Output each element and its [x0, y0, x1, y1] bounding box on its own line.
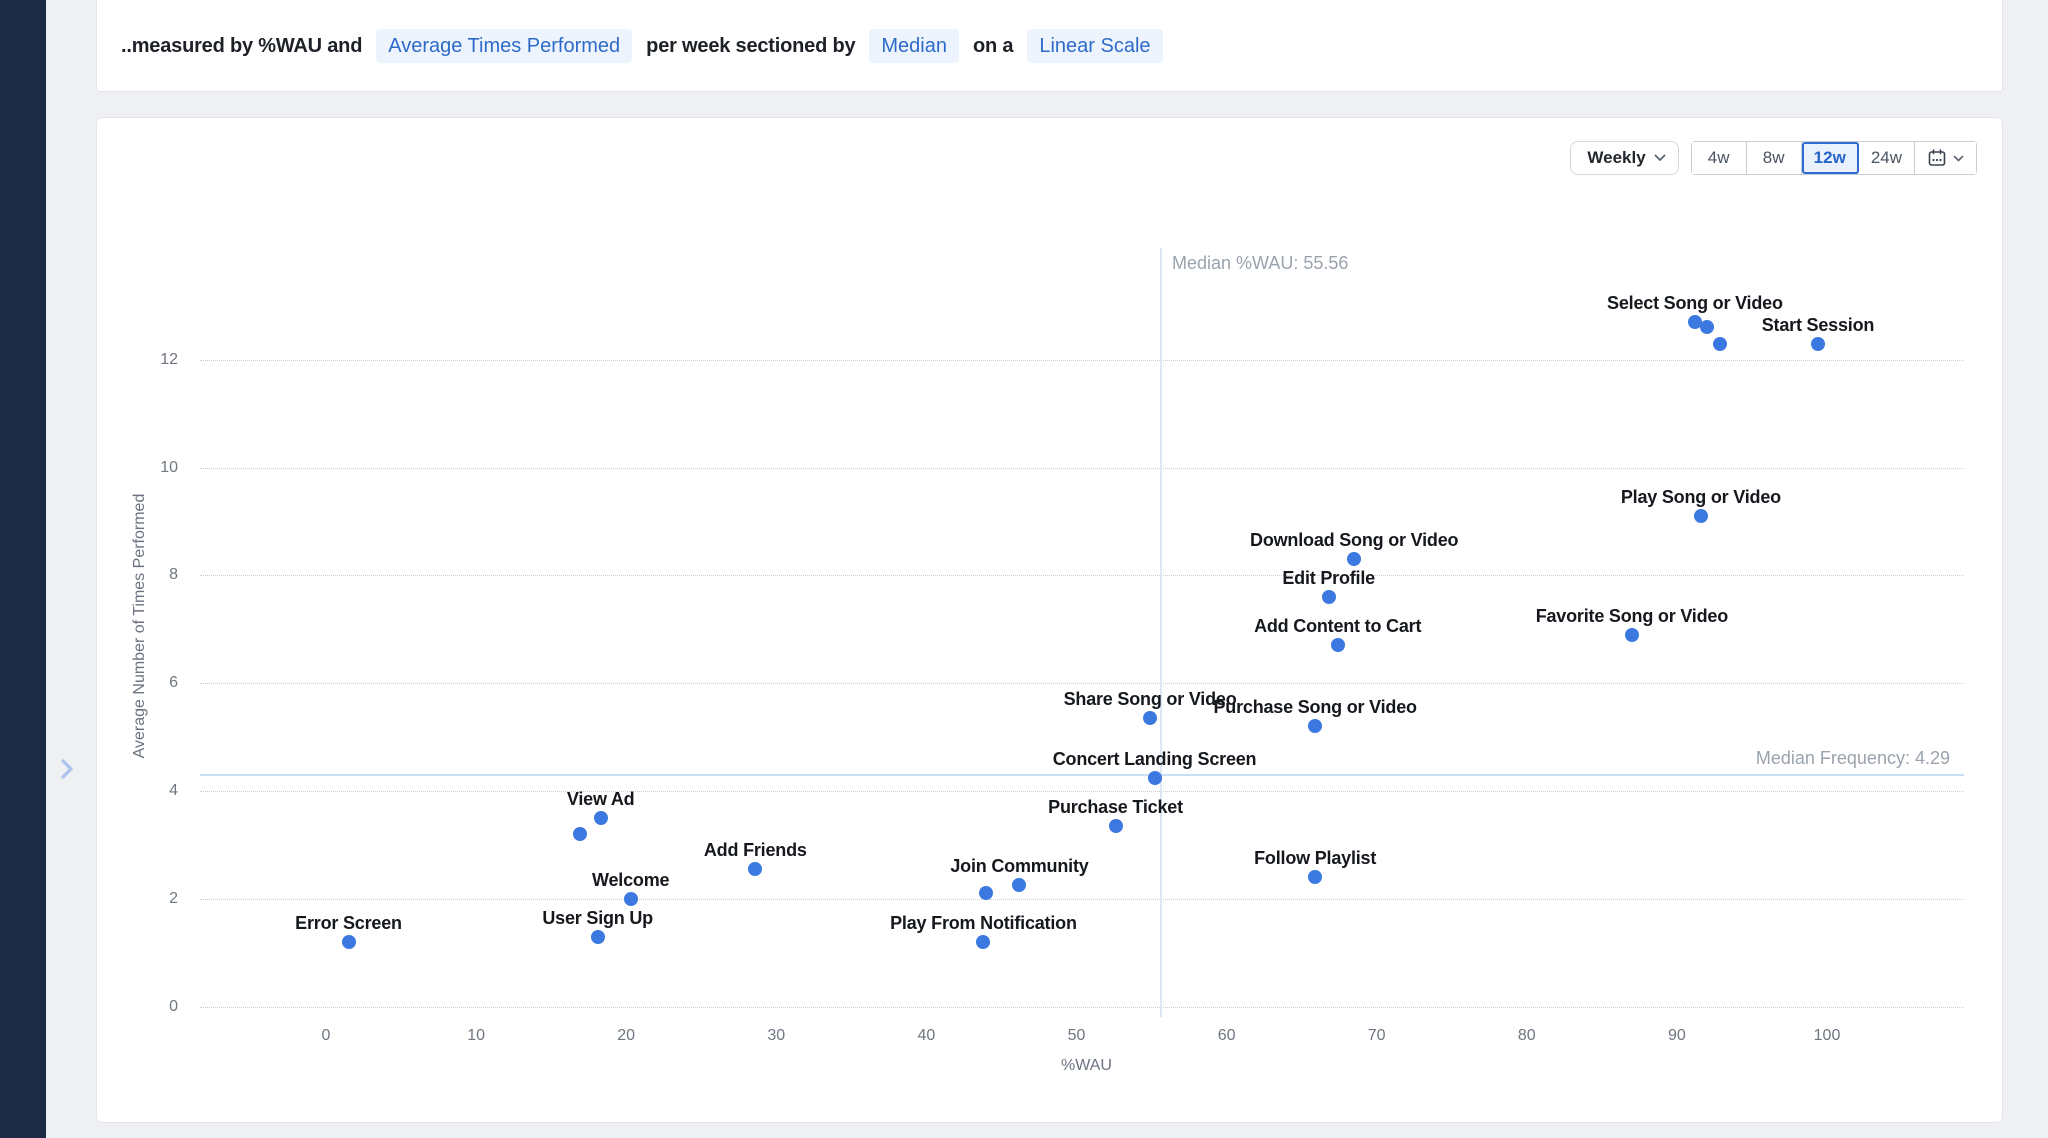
- chevron-down-icon: [1953, 155, 1964, 161]
- range-button-group: 4w 8w 12w 24w: [1690, 141, 1977, 175]
- section-selector[interactable]: Median: [869, 29, 959, 63]
- scale-selector[interactable]: Linear Scale: [1027, 29, 1163, 63]
- range-button-24w[interactable]: 24w: [1858, 142, 1915, 174]
- data-point-add-content-to-cart[interactable]: [1330, 638, 1345, 653]
- measurement-bar: ..measured by %WAU and Average Times Per…: [96, 0, 2003, 92]
- scale-text: on a: [973, 34, 1014, 57]
- chart-card: [96, 117, 2003, 1123]
- measure-prefix-text: ..measured by %WAU and: [121, 34, 363, 57]
- data-point-play-from-notification[interactable]: [976, 934, 991, 949]
- data-point-download-song-or-video[interactable]: [1347, 552, 1362, 567]
- data-point-play-song-or-video[interactable]: [1693, 509, 1708, 524]
- data-point-add-friends[interactable]: [748, 862, 763, 877]
- data-point-welcome[interactable]: [623, 891, 638, 906]
- chevron-down-icon: [1654, 154, 1666, 161]
- sidebar-expand-chevron-icon[interactable]: [54, 756, 80, 782]
- metric-selector[interactable]: Average Times Performed: [376, 29, 633, 63]
- data-point-user-sign-up[interactable]: [590, 929, 605, 944]
- data-point-favorite-song-or-video[interactable]: [1624, 627, 1639, 642]
- data-point-purchase-ticket[interactable]: [1108, 819, 1123, 834]
- data-point-start-session[interactable]: [1810, 336, 1825, 351]
- data-point-share-song-or-video[interactable]: [1143, 711, 1158, 726]
- range-button-12w[interactable]: 12w: [1801, 142, 1859, 174]
- range-button-8w[interactable]: 8w: [1746, 142, 1802, 174]
- data-point-view-ad[interactable]: [593, 810, 608, 825]
- granularity-label: Weekly: [1587, 148, 1646, 167]
- chart-controls: Weekly 4w 8w 12w 24w: [1570, 141, 1977, 175]
- data-point-select-song-or-video[interactable]: [1687, 315, 1702, 330]
- granularity-dropdown[interactable]: Weekly: [1570, 141, 1679, 175]
- data-point-concert-landing-screen[interactable]: [1147, 770, 1162, 785]
- data-point-follow-playlist[interactable]: [1308, 870, 1323, 885]
- calendar-icon: [1928, 149, 1946, 166]
- data-point[interactable]: [1699, 320, 1714, 335]
- calendar-button[interactable]: [1915, 142, 1976, 174]
- data-point[interactable]: [572, 827, 587, 842]
- data-point[interactable]: [979, 886, 994, 901]
- chevron-right-icon: [61, 759, 73, 779]
- section-text: per week sectioned by: [646, 34, 856, 57]
- app-sidebar: [0, 0, 46, 1138]
- data-point-error-screen[interactable]: [341, 934, 356, 949]
- data-point[interactable]: [1713, 336, 1728, 351]
- data-point-purchase-song-or-video[interactable]: [1308, 719, 1323, 734]
- range-button-4w[interactable]: 4w: [1691, 142, 1747, 174]
- data-point-join-community[interactable]: [1012, 878, 1027, 893]
- data-point-edit-profile[interactable]: [1321, 589, 1336, 604]
